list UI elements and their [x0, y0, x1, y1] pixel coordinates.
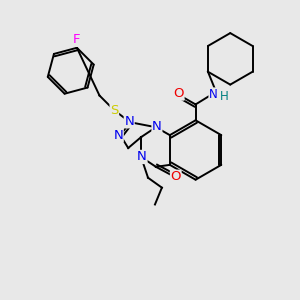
Text: H: H — [220, 90, 229, 103]
Text: N: N — [209, 88, 218, 101]
Text: O: O — [173, 87, 184, 100]
Text: N: N — [152, 120, 162, 133]
Text: S: S — [110, 104, 118, 117]
Text: N: N — [113, 129, 123, 142]
Text: N: N — [124, 115, 134, 128]
Text: N: N — [137, 150, 147, 164]
Text: F: F — [73, 33, 81, 46]
Text: O: O — [170, 170, 181, 183]
